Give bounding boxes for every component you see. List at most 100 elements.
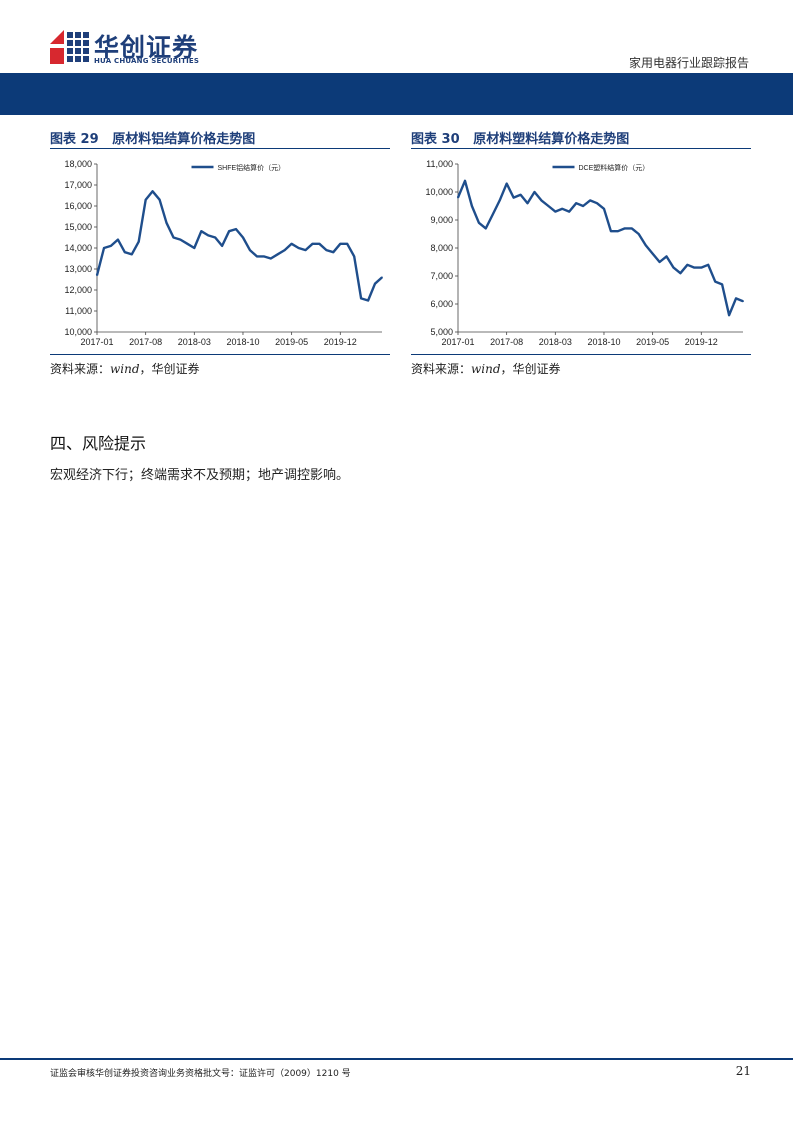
data-point	[165, 221, 168, 224]
source-wind: wind	[471, 362, 501, 376]
data-point	[193, 247, 196, 249]
data-point	[151, 190, 154, 193]
figure-29-source: 资料来源：wind，华创证券	[50, 360, 200, 377]
data-point	[533, 191, 536, 193]
figure-30-bottom-rule	[411, 354, 751, 355]
data-point	[484, 227, 487, 230]
data-point	[464, 179, 466, 182]
data-point	[276, 253, 279, 256]
data-point	[172, 236, 175, 239]
x-tick-label: 2018-10	[587, 337, 620, 347]
data-point	[269, 257, 272, 260]
figure-29-caption: 原材料铝结算价格走势图	[112, 132, 256, 147]
x-tick-label: 2019-12	[685, 337, 718, 347]
data-point	[512, 196, 515, 199]
plastic-price-chart: 5,000 6,000 7,000 8,000 9,000 10,000 11,000 201…	[425, 159, 744, 347]
data-point	[603, 207, 605, 210]
data-point	[158, 198, 161, 201]
data-point	[644, 244, 647, 247]
data-point	[686, 263, 689, 266]
y-tick-label: 17,000	[64, 180, 92, 190]
figure-30-title: 图表 30 原材料塑料结算价格走势图	[411, 128, 629, 147]
data-point	[526, 202, 529, 205]
figure-29-label: 图表 29	[50, 132, 99, 147]
x-tick-label: 2017-01	[80, 337, 113, 347]
footer-license: 证监会审核华创证券投资咨询业务资格批文号：证监许可（2009）1210 号	[50, 1069, 351, 1079]
price-series-line	[95, 190, 383, 302]
x-tick-label: 2019-05	[275, 337, 308, 347]
source-prefix: 资料来源：	[411, 362, 472, 376]
figure-30-source: 资料来源：wind，华创证券	[411, 360, 561, 377]
source-prefix: 资料来源：	[50, 362, 111, 376]
data-point	[332, 251, 335, 254]
data-point	[297, 247, 300, 249]
data-point	[221, 245, 224, 247]
data-point	[596, 202, 598, 205]
data-point	[651, 252, 654, 255]
y-tick-label: 8,000	[430, 243, 453, 253]
data-point	[137, 240, 140, 243]
data-point	[228, 230, 230, 233]
source-suffix: ，华创证券	[139, 362, 200, 376]
figure-29-top-rule	[50, 148, 390, 149]
source-suffix: ，华创证券	[500, 362, 561, 376]
x-tick-label: 2017-01	[441, 337, 474, 347]
y-tick-label: 6,000	[430, 299, 453, 309]
data-point	[360, 297, 363, 300]
data-point	[540, 199, 543, 202]
y-tick-label: 12,000	[64, 285, 92, 295]
data-point	[290, 242, 293, 245]
x-tick-label: 2018-10	[226, 337, 259, 347]
source-wind: wind	[110, 362, 140, 376]
section-heading: 四、风险提示	[50, 434, 147, 453]
data-point	[714, 280, 717, 283]
price-series-line	[456, 179, 744, 317]
y-tick-label: 13,000	[64, 264, 92, 274]
y-tick-label: 10,000	[64, 327, 92, 337]
data-point	[742, 300, 744, 303]
data-point	[589, 199, 591, 202]
data-point	[491, 213, 494, 216]
data-point	[616, 230, 619, 233]
page-number: 21	[735, 1064, 751, 1078]
data-point	[207, 234, 210, 237]
data-point	[325, 249, 328, 251]
data-point	[457, 196, 459, 199]
data-point	[477, 221, 480, 224]
y-tick-label: 11,000	[65, 306, 92, 316]
data-point	[505, 182, 508, 185]
figure-30-caption: 原材料塑料结算价格走势图	[473, 132, 630, 147]
data-point	[318, 242, 321, 245]
data-point	[353, 255, 356, 258]
data-point	[144, 198, 147, 201]
data-point	[665, 255, 668, 258]
data-point	[304, 249, 307, 251]
data-point	[630, 227, 633, 230]
data-point	[311, 242, 314, 245]
x-tick-label: 2017-08	[129, 337, 162, 347]
data-point	[283, 249, 286, 251]
data-point	[554, 210, 557, 213]
data-point	[623, 227, 626, 230]
y-tick-label: 15,000	[64, 222, 92, 232]
data-point	[519, 193, 522, 196]
logo-mark-icon	[50, 30, 89, 64]
risk-text: 宏观经济下行；终端需求不及预期；地产调控影响。	[50, 468, 350, 483]
x-tick-label: 2017-08	[490, 337, 523, 347]
data-point	[262, 255, 265, 258]
data-point	[568, 210, 571, 213]
figure-29-title: 图表 29 原材料铝结算价格走势图	[50, 128, 255, 147]
aluminum-price-chart: 10,000 11,000 12,000 13,000 14,000 15,000 16,0…	[64, 159, 383, 347]
logo-english-name: HUA CHUANG SECURITIES	[94, 57, 200, 65]
data-point	[471, 205, 473, 207]
data-point	[346, 242, 349, 245]
data-point	[214, 236, 217, 239]
data-point	[374, 282, 376, 285]
y-tick-label: 5,000	[430, 327, 453, 337]
footer-rule	[0, 1058, 793, 1060]
y-tick-label: 14,000	[64, 243, 92, 253]
data-point	[610, 230, 612, 233]
x-tick-label: 2018-03	[178, 337, 211, 347]
data-point	[728, 314, 730, 317]
data-point	[103, 247, 105, 249]
